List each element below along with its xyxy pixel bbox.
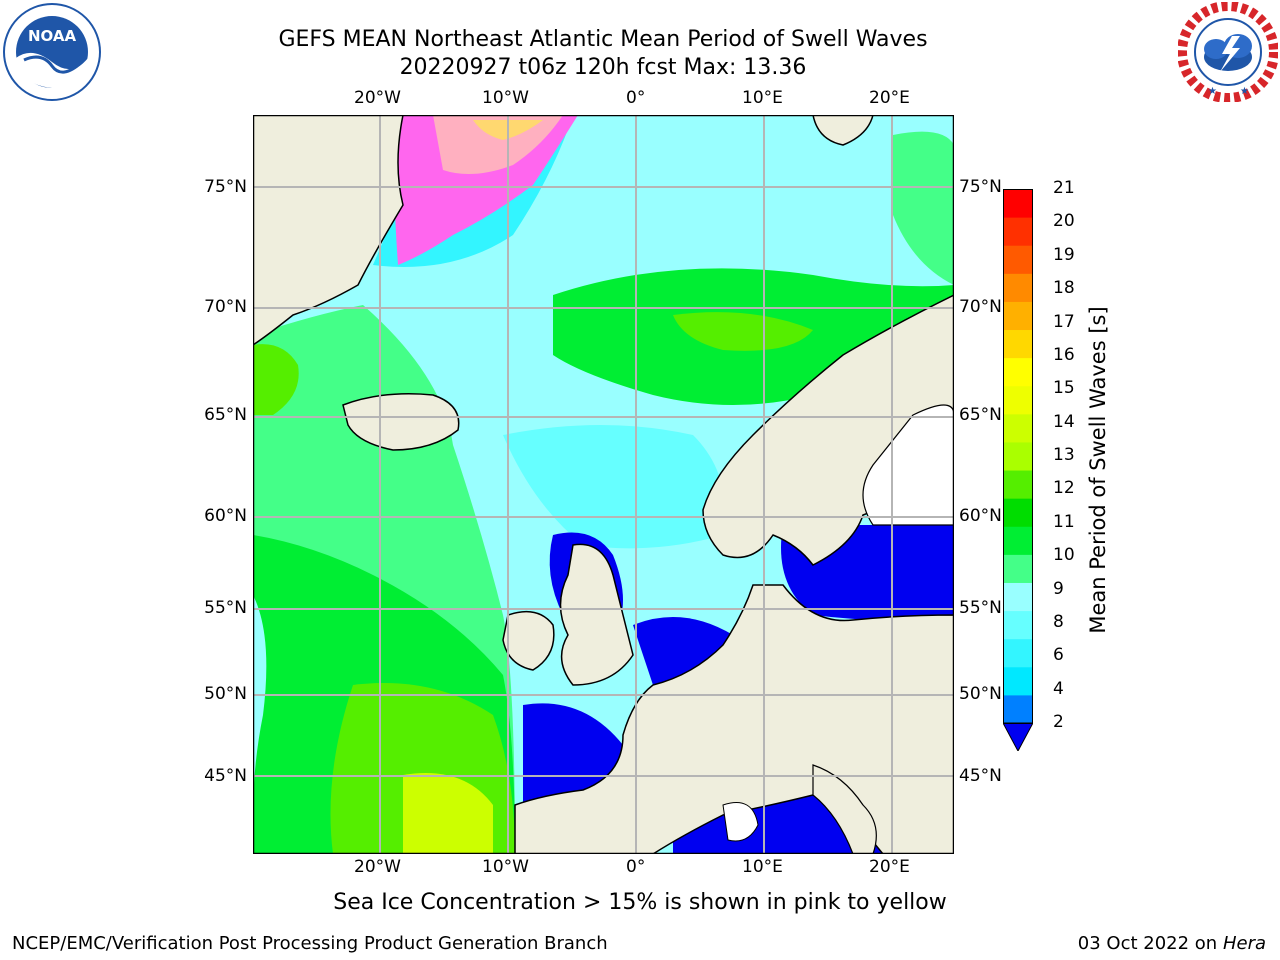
lat-label-right: 55°N [959,598,1002,618]
colorbar-tick-label: 15 [1053,378,1075,399]
title-line-2: 20220927 t06z 120h fcst Max: 13.36 [399,55,807,80]
credit-date: 03 Oct 2022 on [1077,933,1218,954]
colorbar-frame [1003,189,1033,724]
lat-label-right: 60°N [959,506,1002,526]
lon-label-top: 10°E [742,88,783,108]
credit-right: 03 Oct 2022 on Hera [1078,933,1266,954]
italy [812,764,877,854]
colorbar-segment [1003,329,1033,359]
lat-label-left: 60°N [204,506,247,526]
colorbar-tick-label: 14 [1053,411,1075,432]
iceland [342,393,460,451]
colorbar-segment [1003,441,1033,471]
lat-label-left: 65°N [204,405,247,425]
title-line-1: GEFS MEAN Northeast Atlantic Mean Period… [278,27,928,52]
colorbar-tick-label: 2 [1053,712,1064,732]
swell-period-map [253,115,954,854]
lon-label-bottom: 20°E [869,857,910,877]
map-frame [253,115,954,854]
sea-ice-dense [433,115,563,174]
noaa-logo: NOAA [2,2,102,102]
lon-label-top: 20°E [869,88,910,108]
colorbar-segment [1003,694,1033,724]
nws-logo: ★ ★ [1177,1,1279,103]
lat-label-left: 55°N [204,598,247,618]
svg-text:★: ★ [1240,86,1249,97]
colorbar-tick-label: 9 [1053,578,1064,599]
lat-label-right: 75°N [959,177,1002,197]
colorbar-tick-label: 21 [1053,178,1075,198]
colorbar-segment [1003,385,1033,415]
svg-text:★: ★ [1208,86,1217,97]
swell-zone-yellowgreen-norwegian-sea [673,312,813,351]
colorbar-tick-label: 6 [1053,645,1064,666]
lat-label-right: 45°N [959,766,1002,786]
swell-zone-green-arctic [893,131,954,285]
colorbar-tick-label: 17 [1053,311,1075,332]
colorbar-segment [1003,217,1033,246]
lon-label-top: 10°W [482,88,529,108]
colorbar-segment [1003,470,1033,499]
swell-zone-yellow-sw [403,773,493,854]
colorbar-segment [1003,554,1033,583]
lat-label-left: 70°N [204,297,247,317]
colorbar-segment [1003,189,1033,218]
lat-label-left: 45°N [204,766,247,786]
colorbar-tick-label: 18 [1053,278,1075,299]
colorbar-tick-label: 4 [1053,678,1064,699]
lat-label-right: 65°N [959,405,1002,425]
credit-left: NCEP/EMC/Verification Post Processing Pr… [12,933,608,954]
colorbar-segment [1003,582,1033,612]
colorbar-segment [1003,526,1033,555]
colorbar-segment [1003,666,1033,696]
swell-zone-yellowgreen-nw [253,344,299,415]
colorbar-segment [1003,245,1033,274]
colorbar-segment [1003,610,1033,640]
colorbar-segment [1003,273,1033,302]
noaa-logo-text: NOAA [28,27,77,45]
colorbar-segment [1003,638,1033,668]
lat-label-left: 50°N [204,684,247,704]
credit-host: Hera [1222,933,1266,954]
lon-label-bottom: 20°W [354,857,401,877]
chart-title: GEFS MEAN Northeast Atlantic Mean Period… [0,26,1206,82]
great-britain [559,543,634,686]
svalbard [812,115,874,146]
colorbar-segment [1003,301,1033,331]
lon-label-bottom: 10°E [742,857,783,877]
greenland [253,115,404,346]
corsica-sardinia [722,802,759,842]
colorbar-tick-label: 10 [1053,545,1075,566]
colorbar-tick-label: 13 [1053,445,1075,465]
colorbar-label: Mean Period of Swell Waves [s] [1086,306,1110,634]
lon-label-bottom: 10°W [482,857,529,877]
lat-label-left: 75°N [204,177,247,197]
colorbar-segment [1003,357,1033,387]
lat-label-right: 70°N [959,297,1002,317]
colorbar [1002,189,1034,753]
ireland [502,610,555,671]
swell-zone-west-edge-light [253,595,267,815]
colorbar-tick-label: 12 [1053,478,1075,499]
colorbar-tick-label: 16 [1053,344,1075,365]
lon-label-top: 0° [626,88,646,108]
finland [862,404,954,526]
colorbar-tick-label: 8 [1053,611,1064,632]
lon-label-bottom: 0° [626,857,646,877]
lat-label-right: 50°N [959,684,1002,704]
lon-label-top: 20°W [354,88,401,108]
sea-ice-caption: Sea Ice Concentration > 15% is shown in … [333,890,947,915]
colorbar-tick-label: 19 [1053,244,1075,265]
graticule [253,115,954,854]
colorbar-tick-label: 20 [1053,211,1075,232]
colorbar-segment [1003,498,1033,527]
colorbar-extend-triangle [1002,722,1034,753]
colorbar-segment [1003,413,1033,443]
sea-ice [393,115,578,265]
colorbar-tick-label: 11 [1053,511,1075,532]
